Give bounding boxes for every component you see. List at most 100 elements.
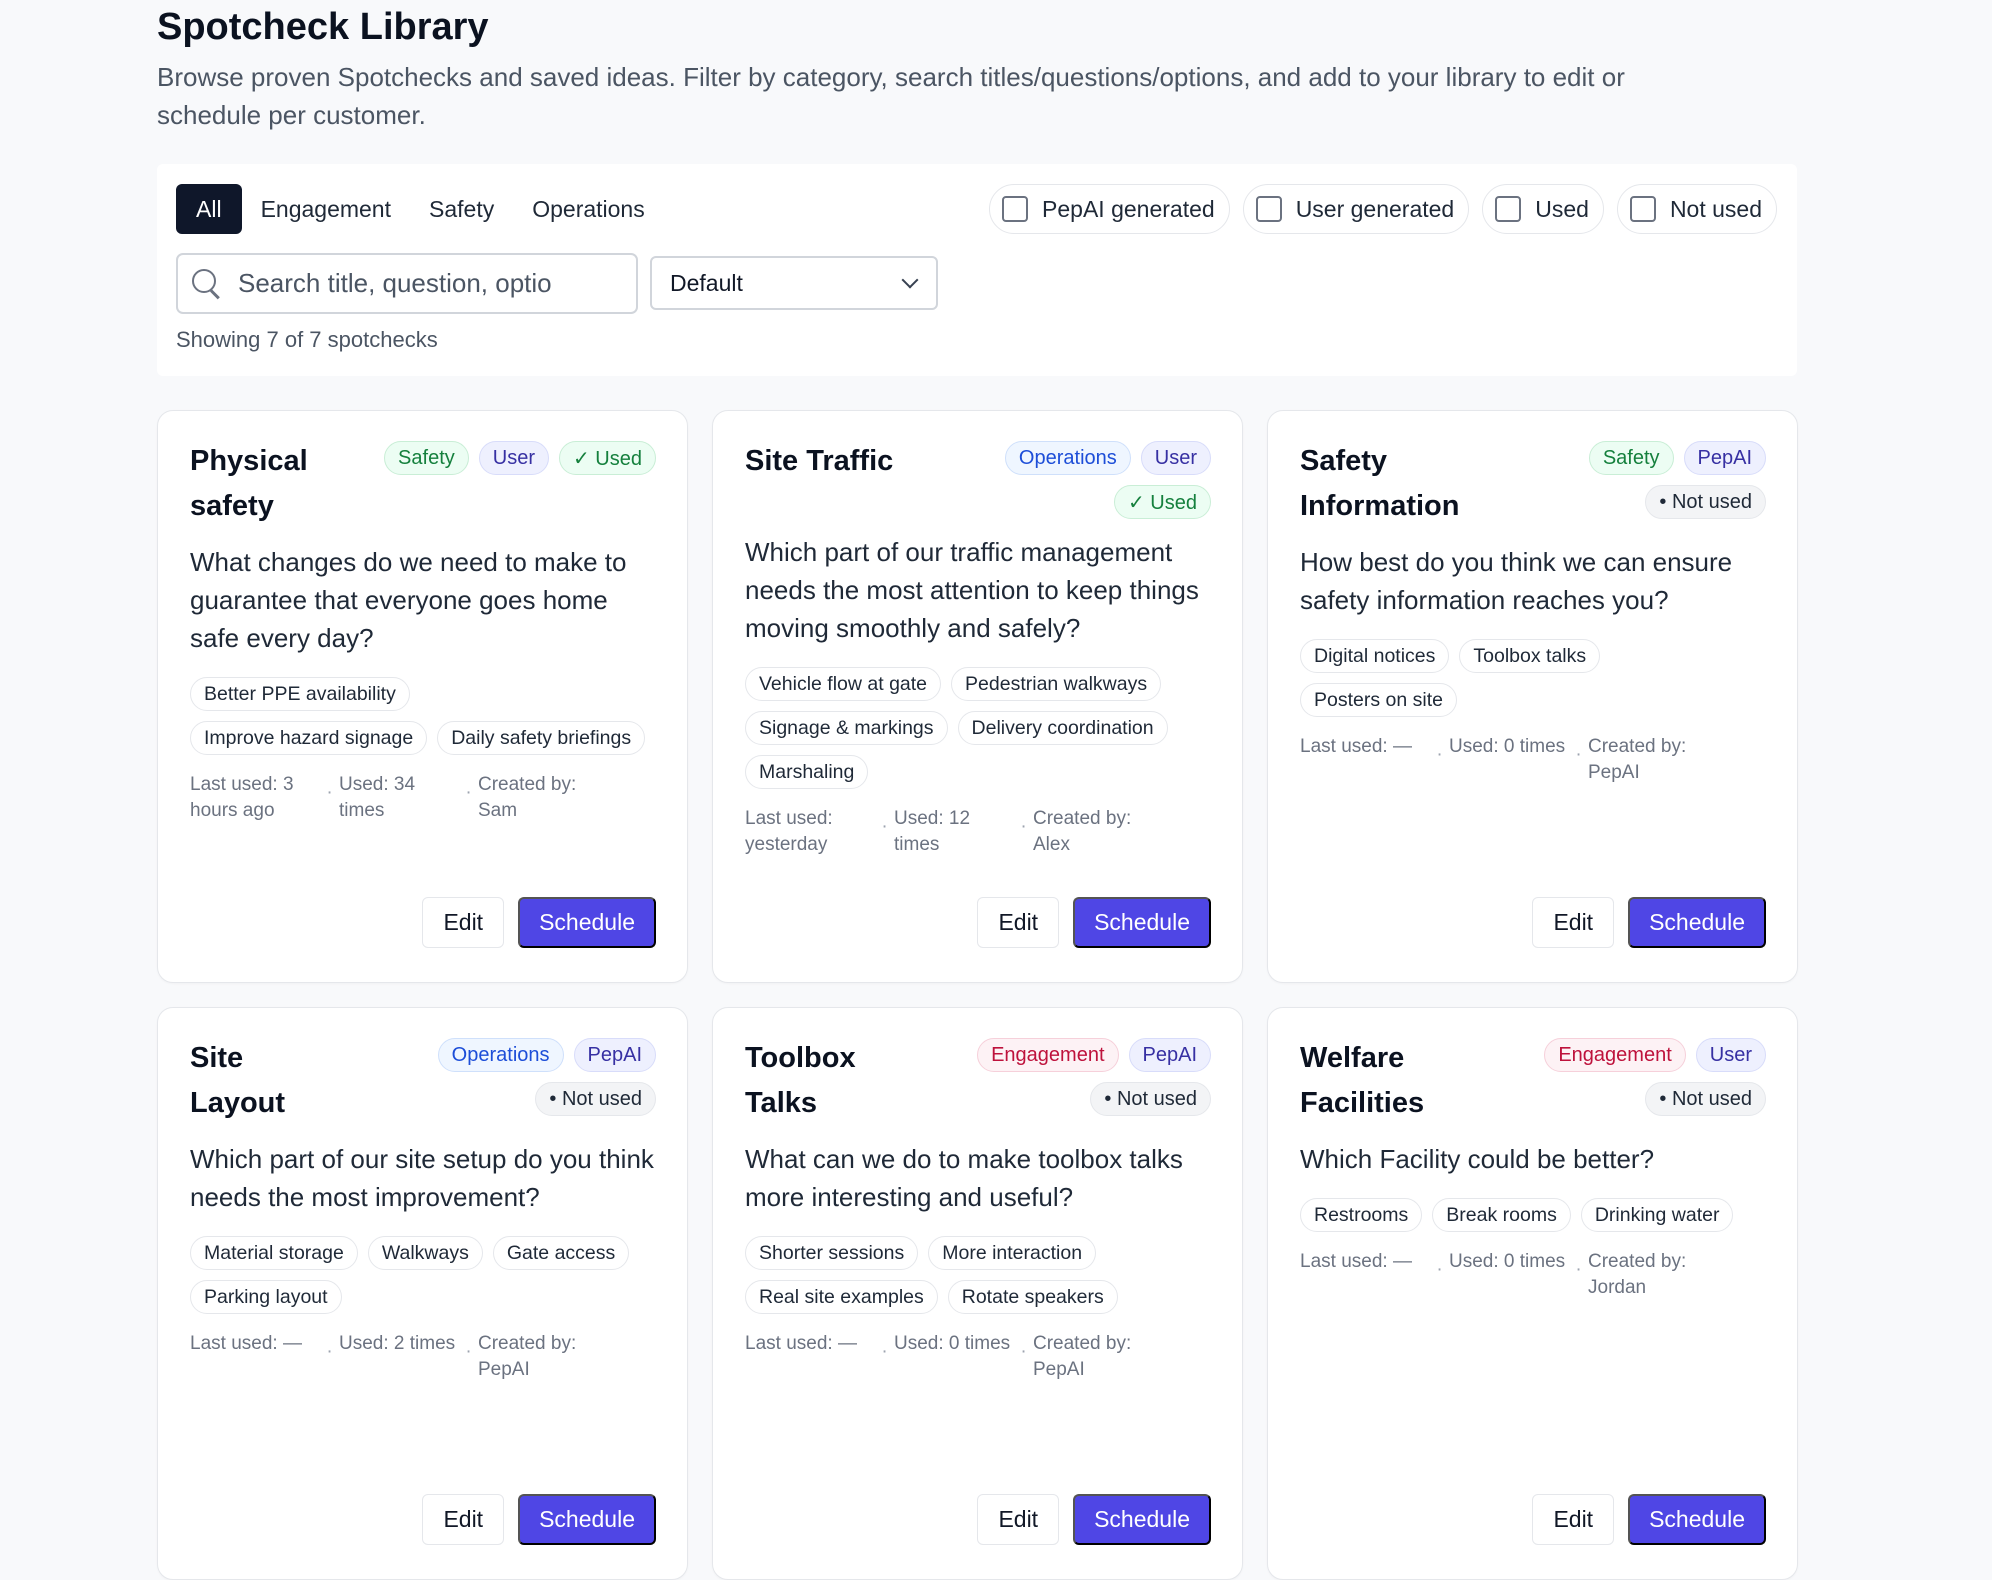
card-meta: Last used: — · Used: 0 times · Created b… [745, 1331, 1211, 1383]
tab-engagement[interactable]: Engagement [260, 195, 391, 222]
status-badge: • Not used [1645, 1082, 1766, 1116]
card-actions: Edit Schedule [977, 1494, 1211, 1545]
edit-button[interactable]: Edit [422, 897, 505, 948]
filter-user-generated[interactable]: User generated [1242, 184, 1470, 234]
card-actions: Edit Schedule [1532, 1494, 1766, 1545]
page-subtitle: Browse proven Spotchecks and saved ideas… [157, 62, 1625, 130]
meta-separator: · [1436, 744, 1443, 765]
last-used: Last used: — [190, 1333, 302, 1354]
filter-label: PepAI generated [1042, 195, 1215, 222]
filter-label: User generated [1295, 195, 1455, 222]
not-used-checkbox[interactable] [1629, 196, 1656, 222]
schedule-button[interactable]: Schedule [1628, 1494, 1766, 1545]
category-badge: Safety [1588, 441, 1674, 475]
edit-button[interactable]: Edit [1532, 897, 1615, 948]
card-badges: Operations User ✓ Used [911, 441, 1211, 519]
card-meta: Last used: yesterday · Used: 12 times · … [745, 806, 1211, 858]
card-actions: Edit Schedule [977, 897, 1211, 948]
created-by: Created by: Jordan [1588, 1251, 1687, 1298]
sort-select[interactable]: Default [650, 256, 938, 310]
card-options: Restrooms Break rooms Drinking water [1300, 1198, 1766, 1232]
card-question: Which part of our site setup do you thin… [190, 1144, 654, 1212]
card-options: Digital notices Toolbox talks Posters on s… [1300, 639, 1766, 717]
used-count: Used: 12 times [894, 808, 971, 855]
schedule-button[interactable]: Schedule [1628, 897, 1766, 948]
card-badges: Engagement User • Not used [1466, 1038, 1766, 1116]
search-box[interactable] [176, 253, 638, 314]
tab-safety[interactable]: Safety [429, 195, 495, 222]
filter-not-used[interactable]: Not used [1616, 184, 1777, 234]
filter-label: Not used [1669, 195, 1762, 222]
filter-used[interactable]: Used [1482, 184, 1604, 234]
meta-separator: · [1436, 1259, 1443, 1280]
card-badges: Safety User ✓ Used [384, 441, 656, 475]
source-filters: PepAI generated User generated Used Not … [989, 184, 1777, 234]
source-badge: User [1695, 1038, 1766, 1072]
spotcheck-card: Safety Information Safety PepAI • Not us… [1267, 410, 1798, 983]
category-badge: Engagement [977, 1038, 1119, 1072]
used-count: Used: 0 times [894, 1333, 1011, 1354]
meta-separator: · [1575, 1259, 1582, 1280]
spotcheck-card: Site Layout Operations PepAI • Not used … [157, 1007, 688, 1580]
schedule-button[interactable]: Schedule [518, 1494, 656, 1545]
used-count: Used: 0 times [1449, 1251, 1566, 1272]
schedule-button[interactable]: Schedule [518, 897, 656, 948]
schedule-button[interactable]: Schedule [1073, 1494, 1211, 1545]
option-chip: Restrooms [1300, 1198, 1423, 1232]
edit-button[interactable]: Edit [977, 1494, 1060, 1545]
category-badge: Safety [384, 441, 469, 475]
card-options: Material storage Walkways Gate access Parki… [190, 1236, 656, 1314]
status-badge: • Not used [535, 1082, 656, 1116]
meta-separator: · [1575, 744, 1582, 765]
results-count: Showing 7 of 7 spotchecks [176, 327, 438, 352]
card-title: Toolbox Talks [745, 1042, 856, 1119]
last-used: Last used: — [745, 1333, 857, 1354]
page-title: Spotcheck Library [157, 6, 489, 48]
pepai-generated-checkbox[interactable] [1002, 196, 1029, 222]
filter-pepai-generated[interactable]: PepAI generated [989, 184, 1230, 234]
card-options: Vehicle flow at gate Pedestrian walkways S… [745, 667, 1211, 789]
card-meta: Last used: 3 hours ago · Used: 34 times … [190, 772, 656, 824]
used-checkbox[interactable] [1495, 196, 1522, 222]
spotcheck-grid: Physical safety Safety User ✓ Used What … [157, 410, 1798, 1580]
option-chip: Toolbox talks [1459, 639, 1601, 673]
meta-separator: · [1020, 1341, 1027, 1362]
meta-separator: · [1020, 816, 1027, 837]
option-chip: Walkways [367, 1236, 483, 1270]
status-badge: • Not used [1645, 485, 1766, 519]
card-options: Better PPE availability Improve hazard si… [190, 677, 656, 755]
used-count: Used: 0 times [1449, 736, 1566, 757]
source-badge: PepAI [573, 1038, 656, 1072]
card-title: Site Layout [190, 1042, 286, 1119]
option-chip: Better PPE availability [190, 677, 410, 711]
card-title: Physical safety [190, 445, 308, 522]
edit-button[interactable]: Edit [1532, 1494, 1615, 1545]
search-input[interactable] [238, 268, 628, 299]
sort-selected-value: Default [670, 269, 743, 296]
filter-label: Used [1535, 195, 1589, 222]
tab-operations[interactable]: Operations [532, 195, 645, 222]
created-by: Created by: PepAI [478, 1333, 577, 1380]
option-chip: Daily safety briefings [437, 721, 646, 755]
user-generated-checkbox[interactable] [1255, 196, 1282, 222]
option-chip: Shorter sessions [745, 1236, 919, 1270]
filter-toolbar: All Engagement Safety Operations PepAI g… [157, 164, 1797, 376]
card-actions: Edit Schedule [422, 1494, 656, 1545]
created-by: Created by: PepAI [1588, 736, 1687, 783]
spotcheck-card: Toolbox Talks Engagement PepAI • Not use… [712, 1007, 1243, 1580]
spotcheck-card: Site Traffic Operations User ✓ Used Whic… [712, 410, 1243, 983]
option-chip: Real site examples [745, 1280, 938, 1314]
schedule-button[interactable]: Schedule [1073, 897, 1211, 948]
edit-button[interactable]: Edit [422, 1494, 505, 1545]
card-question: Which Facility could be better? [1300, 1144, 1655, 1174]
card-options: Shorter sessions More interaction Real sit… [745, 1236, 1211, 1314]
edit-button[interactable]: Edit [977, 897, 1060, 948]
option-chip: Improve hazard signage [190, 721, 428, 755]
tab-all[interactable]: All [176, 184, 242, 234]
card-title: Welfare Facilities [1300, 1042, 1425, 1119]
spotcheck-library-page: Spotcheck Library Browse proven Spotchec… [157, 0, 1798, 1580]
meta-separator: · [465, 1341, 472, 1362]
option-chip: Parking layout [190, 1280, 342, 1314]
card-badges: Engagement PepAI • Not used [911, 1038, 1211, 1116]
meta-separator: · [465, 782, 472, 803]
